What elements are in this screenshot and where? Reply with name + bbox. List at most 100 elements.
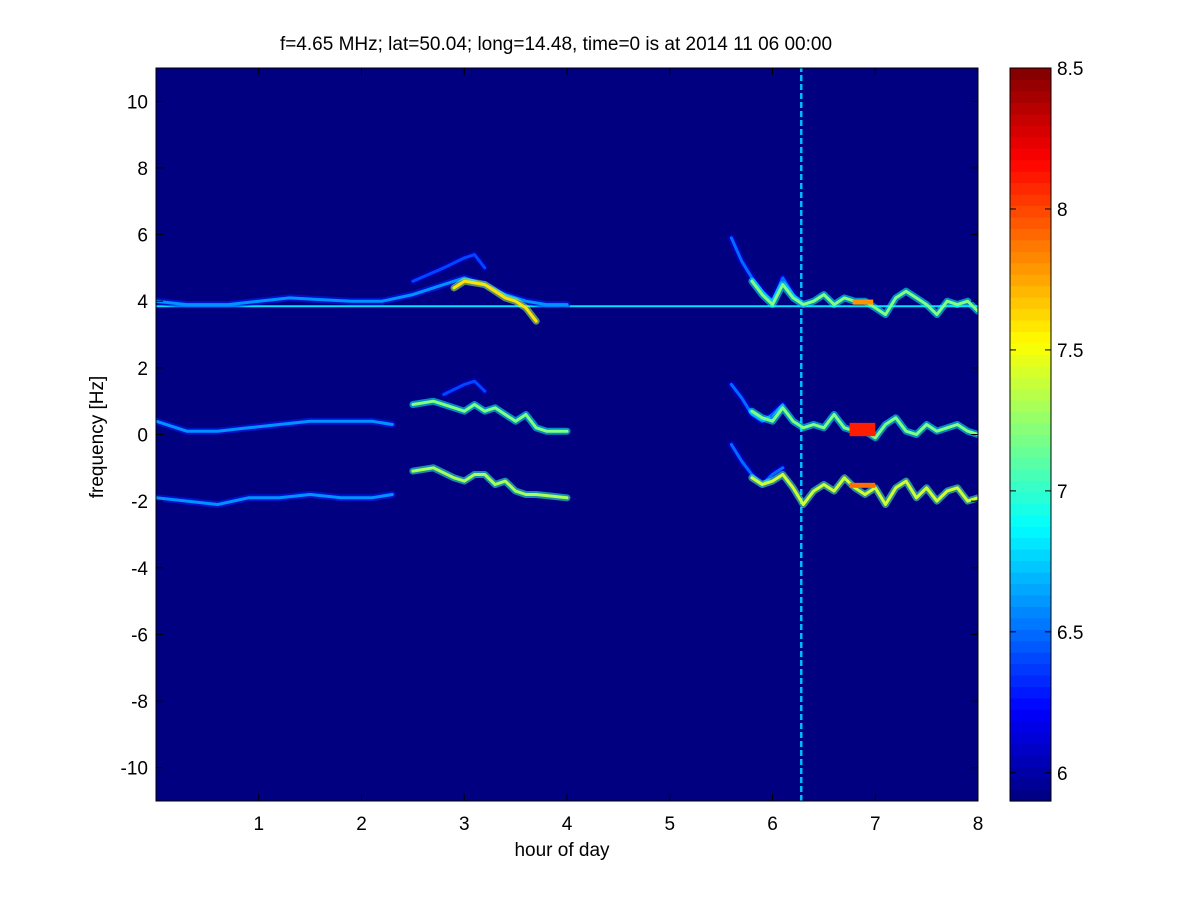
chart-title: f=4.65 MHz; lat=50.04; long=14.48, time=…: [280, 34, 832, 55]
colorbar-band: [1010, 68, 1051, 81]
colorbar-band: [1010, 239, 1051, 252]
colorbar-band: [1010, 468, 1051, 481]
trace: [411, 466, 569, 500]
y-tick-label: 8: [137, 159, 148, 180]
y-tick-label: -4: [131, 559, 148, 580]
heatmap-blob: [849, 482, 876, 488]
colorbar-band: [1010, 766, 1051, 779]
y-tick-label: -6: [131, 625, 148, 646]
colorbar-band: [1010, 732, 1051, 745]
x-axis: 1 2 3 4 5 6 7 8: [253, 68, 983, 835]
trace: [750, 473, 978, 506]
heatmap-blob: [852, 299, 874, 305]
colorbar-band: [1010, 102, 1051, 115]
colorbar-band: [1010, 537, 1051, 550]
colorbar-band: [1010, 686, 1051, 699]
colorbar-band: [1010, 136, 1051, 149]
colorbar-band: [1010, 755, 1051, 768]
y-tick-label: -8: [131, 692, 148, 713]
colorbar-band: [1010, 457, 1051, 470]
colorbar-band: [1010, 262, 1051, 275]
colorbar-band: [1010, 549, 1051, 562]
heatmap-features: [156, 68, 978, 801]
colorbar-band: [1010, 675, 1051, 688]
colorbar-tick-label: 7: [1057, 482, 1068, 503]
trace: [411, 253, 487, 283]
colorbar-band: [1010, 193, 1051, 207]
colorbar-band: [1010, 159, 1051, 172]
y-axis-label: frequency [Hz]: [87, 376, 108, 499]
colorbar-band: [1010, 640, 1051, 653]
colorbar-band: [1010, 663, 1051, 676]
trace: [452, 279, 538, 323]
colorbar-band: [1010, 629, 1051, 642]
colorbar-band: [1010, 423, 1051, 436]
colorbar-band: [1010, 743, 1051, 756]
colorbar-band: [1010, 652, 1051, 665]
colorbar-band: [1010, 789, 1051, 802]
colorbar-band: [1010, 297, 1051, 310]
colorbar-band: [1010, 113, 1051, 126]
colorbar-band: [1010, 125, 1051, 138]
colorbar-band: [1010, 251, 1051, 264]
colorbar-band: [1010, 90, 1051, 103]
y-tick-label: 6: [137, 226, 148, 247]
plot-area: [155, 67, 979, 802]
colorbar-band: [1010, 514, 1051, 527]
trace: [442, 379, 487, 396]
x-tick-label: 7: [870, 814, 881, 835]
y-tick-label: 10: [127, 92, 148, 113]
heatmap-blob: [849, 422, 876, 437]
colorbar-tick-label: 8: [1057, 200, 1068, 221]
colorbar-band: [1010, 377, 1051, 390]
colorbar-band: [1010, 709, 1051, 722]
colorbar-band: [1010, 697, 1051, 710]
colorbar-band: [1010, 331, 1051, 344]
colorbar-band: [1010, 342, 1051, 355]
colorbar-band: [1010, 491, 1051, 504]
colorbar-band: [1010, 308, 1051, 321]
colorbar-band: [1010, 411, 1051, 424]
colorbar-band: [1010, 388, 1051, 401]
colorbar-tick-label: 8.5: [1057, 59, 1083, 80]
colorbar-band: [1010, 319, 1051, 333]
colorbar-band: [1010, 285, 1051, 298]
x-axis-label: hour of day: [514, 840, 610, 861]
colorbar-band: [1010, 503, 1051, 516]
colorbar-band: [1010, 79, 1051, 92]
trace: [156, 493, 394, 506]
colorbar-band: [1010, 148, 1051, 161]
colorbar-tick-label: 6.5: [1057, 623, 1083, 644]
colorbar-band: [1010, 526, 1051, 539]
x-tick-label: 1: [253, 814, 264, 835]
y-tick-label: 0: [137, 426, 148, 447]
colorbar-band: [1010, 228, 1051, 241]
colorbar-band: [1010, 400, 1051, 413]
colorbar-tick-label: 6: [1057, 764, 1068, 785]
colorbar-band: [1010, 617, 1051, 630]
colorbar-band: [1010, 583, 1051, 596]
colorbar-frame: [1009, 67, 1052, 802]
x-tick-label: 3: [459, 814, 470, 835]
colorbar-band: [1010, 720, 1051, 733]
y-tick-label: -2: [131, 492, 148, 513]
colorbar-band: [1010, 205, 1051, 218]
x-tick-label: 2: [356, 814, 367, 835]
colorbar-band: [1010, 445, 1051, 459]
colorbar-tick-label: 7.5: [1057, 341, 1083, 362]
colorbar-band: [1010, 182, 1051, 195]
trace: [156, 419, 394, 433]
y-tick-label: -10: [121, 759, 148, 780]
colorbar: 6 6.5 7 7.5 8 8.5: [1009, 59, 1083, 802]
x-tick-label: 4: [562, 814, 573, 835]
colorbar-band: [1010, 480, 1051, 493]
colorbar-band: [1010, 171, 1051, 184]
colorbar-band: [1010, 216, 1051, 229]
colorbar-band: [1010, 354, 1051, 367]
colorbar-band: [1010, 778, 1051, 791]
colorbar-band: [1010, 571, 1051, 584]
colorbar-band: [1010, 274, 1051, 287]
y-tick-label: 4: [137, 292, 148, 313]
colorbar-band: [1010, 434, 1051, 447]
